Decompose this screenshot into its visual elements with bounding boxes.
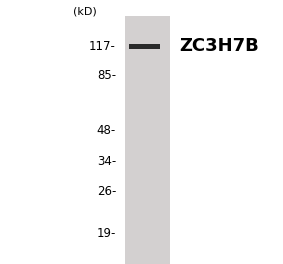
Bar: [129, 44, 160, 49]
Bar: [125, 16, 170, 264]
Text: (kD): (kD): [73, 7, 97, 17]
Text: 48-: 48-: [97, 124, 116, 137]
Text: 19-: 19-: [97, 227, 116, 240]
Text: 117-: 117-: [89, 40, 116, 53]
Text: ZC3H7B: ZC3H7B: [180, 37, 260, 55]
Text: 26-: 26-: [97, 185, 116, 198]
Text: 85-: 85-: [97, 69, 116, 82]
Text: 34-: 34-: [97, 154, 116, 168]
